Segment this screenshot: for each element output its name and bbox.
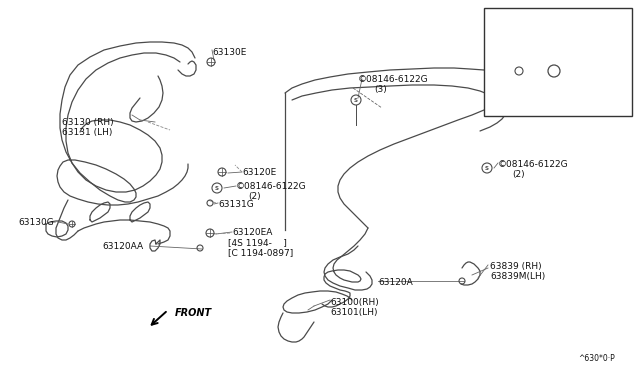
Text: 63120AA: 63120AA (102, 242, 143, 251)
Text: 63120AB: 63120AB (528, 28, 569, 37)
Text: 63120A: 63120A (378, 278, 413, 287)
Text: 63101(LH): 63101(LH) (330, 308, 378, 317)
Text: S: S (485, 166, 489, 170)
FancyBboxPatch shape (484, 8, 632, 116)
Text: [4S 1194-    ]: [4S 1194- ] (228, 238, 287, 247)
Text: (3): (3) (374, 85, 387, 94)
Text: 63130E: 63130E (212, 48, 246, 57)
Text: 63839 (RH): 63839 (RH) (490, 262, 541, 271)
Text: (2): (2) (512, 170, 525, 179)
Text: 63L462: 63L462 (525, 88, 559, 97)
Text: FRONT: FRONT (175, 308, 212, 318)
Text: [C 1194-0897]: [C 1194-0897] (228, 248, 293, 257)
Text: 63100(RH): 63100(RH) (330, 298, 379, 307)
Text: 63131 (LH): 63131 (LH) (62, 128, 113, 137)
Text: 63130 (RH): 63130 (RH) (62, 118, 114, 127)
Text: SEE SEC.625: SEE SEC.625 (488, 18, 545, 27)
Text: 63120EA: 63120EA (232, 228, 273, 237)
Text: 63839M(LH): 63839M(LH) (490, 272, 545, 281)
Text: (2): (2) (248, 192, 260, 201)
Text: ^630*0·P: ^630*0·P (578, 354, 615, 363)
Text: ©08146-6122G: ©08146-6122G (236, 182, 307, 191)
Text: ©08146-6122G: ©08146-6122G (358, 75, 429, 84)
Text: 63131G: 63131G (218, 200, 253, 209)
Text: S: S (354, 97, 358, 103)
Text: ©08146-6122G: ©08146-6122G (498, 160, 568, 169)
Text: 63130G: 63130G (18, 218, 54, 227)
Text: S: S (215, 186, 219, 190)
Text: 63120E: 63120E (242, 168, 276, 177)
